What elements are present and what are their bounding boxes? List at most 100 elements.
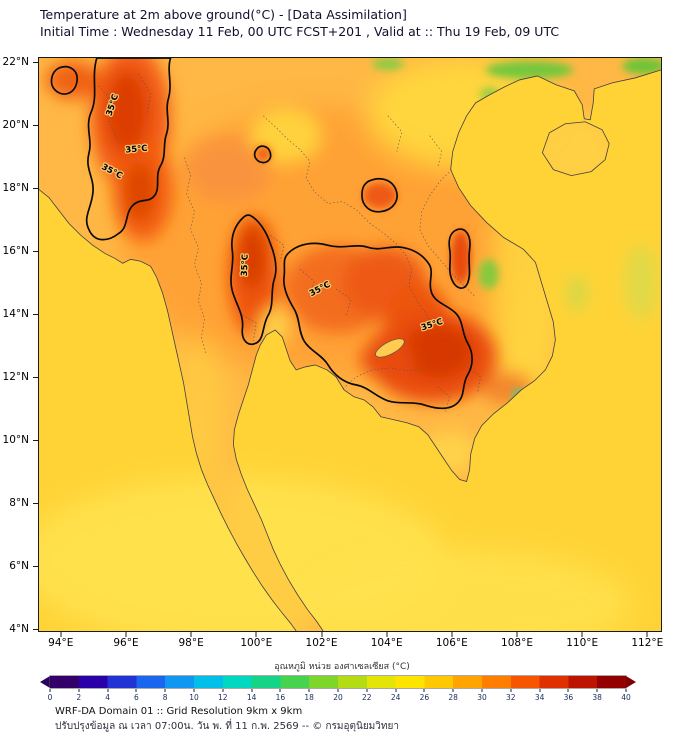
y-tick-mark bbox=[33, 61, 38, 63]
y-tick-mark bbox=[33, 565, 38, 567]
colorbar-tick-mark bbox=[164, 689, 166, 692]
colorbar-tick-label: 28 bbox=[448, 693, 458, 702]
x-tick-mark bbox=[255, 632, 257, 637]
colorbar-arrow-left bbox=[40, 676, 50, 688]
y-axis: 22°N 20°N 18°N 16°N 14°N 12°N 10°N 8°N 6°N 4°N bbox=[0, 55, 38, 635]
colorbar-tick-label: 30 bbox=[477, 693, 487, 702]
contour-label-35c: 35°C bbox=[239, 254, 250, 277]
coastlines bbox=[39, 69, 661, 631]
colorbar-tick-label: 38 bbox=[592, 693, 602, 702]
map-frame: 35°C 35°C 35°C 35°C 35°C 35°C bbox=[38, 57, 662, 632]
x-tick-label: 100°E bbox=[240, 637, 273, 649]
footer: WRF-DA Domain 01 :: Grid Resolution 9km … bbox=[55, 704, 399, 734]
page-subtitle: Initial Time : Wednesday 11 Feb, 00 UTC … bbox=[40, 24, 560, 39]
y-tick-label: 4°N bbox=[9, 622, 29, 635]
colorbar-tick-label: 16 bbox=[275, 693, 286, 702]
colorbar-tick-label: 20 bbox=[333, 693, 343, 702]
x-tick-label: 108°E bbox=[501, 637, 533, 649]
y-tick-label: 8°N bbox=[9, 496, 29, 509]
y-tick-label: 18°N bbox=[2, 181, 29, 194]
x-tick-label: 98°E bbox=[178, 637, 204, 649]
x-tick-mark bbox=[321, 632, 322, 637]
colorbar-tick-mark bbox=[596, 689, 598, 692]
colorbar-tick-mark bbox=[481, 689, 483, 692]
colorbar-tick-mark bbox=[251, 689, 253, 692]
colorbar-tick-label: 10 bbox=[189, 693, 199, 702]
footer-update-info: ปรับปรุงข้อมูล ณ เวลา 07:00น. วัน พ. ที่… bbox=[55, 721, 399, 732]
header: Temperature at 2m above ground(°C) - [Da… bbox=[40, 6, 559, 40]
colorbar-tick-label: 22 bbox=[362, 693, 372, 702]
colorbar-tick-label: 2 bbox=[76, 693, 82, 702]
colorbar-arrow-right bbox=[626, 676, 636, 688]
x-tick-mark bbox=[190, 632, 192, 637]
colorbar-tick-mark bbox=[567, 689, 569, 692]
colorbar-tick-label: 40 bbox=[621, 693, 631, 702]
colorbar-tick-mark bbox=[308, 689, 310, 692]
tonle-sap-lake bbox=[375, 338, 405, 358]
y-tick-mark bbox=[33, 439, 38, 441]
colorbar-label: อุณหภูมิ หน่วย องศาเซลเซียส (°C) bbox=[274, 662, 410, 672]
x-tick-label: 112°E bbox=[631, 637, 664, 649]
colorbar-tick-mark bbox=[193, 689, 195, 692]
y-tick-label: 6°N bbox=[9, 559, 29, 572]
colorbar-tick-mark bbox=[135, 689, 137, 692]
y-tick-label: 16°N bbox=[2, 244, 29, 257]
colorbar-gradient bbox=[50, 676, 626, 688]
colorbar-tick-mark bbox=[78, 689, 80, 692]
colorbar-tick-label: 0 bbox=[47, 693, 53, 702]
colorbar-tick-label: 18 bbox=[304, 693, 314, 702]
y-tick-label: 12°N bbox=[2, 370, 29, 383]
colorbar-tick-mark bbox=[107, 689, 109, 692]
colorbar-tick-mark bbox=[452, 689, 454, 692]
colorbar-tick-mark bbox=[510, 689, 512, 692]
colorbar-tick-mark bbox=[539, 689, 541, 692]
y-tick-mark bbox=[33, 502, 38, 504]
y-tick-mark bbox=[33, 124, 38, 126]
hainan-island-outline bbox=[541, 121, 610, 177]
colorbar-tick-label: 32 bbox=[506, 693, 516, 702]
colorbar-tick-label: 24 bbox=[390, 693, 401, 702]
colorbar-tick-mark bbox=[366, 689, 368, 692]
y-tick-mark bbox=[33, 250, 38, 252]
x-tick-mark bbox=[386, 632, 388, 637]
colorbar-tick-label: 36 bbox=[563, 693, 574, 702]
x-tick-label: 96°E bbox=[113, 637, 139, 649]
colorbar-tick-mark bbox=[222, 689, 224, 692]
contour-label-35c: 35°C bbox=[125, 143, 148, 155]
colorbar-tick-mark bbox=[625, 689, 627, 692]
colorbar-tick-mark bbox=[395, 689, 397, 692]
colorbar-tick-label: 8 bbox=[162, 693, 168, 702]
y-tick-label: 20°N bbox=[2, 118, 29, 131]
colorbar-tick-mark bbox=[337, 689, 339, 692]
y-tick-label: 10°N bbox=[2, 433, 29, 446]
x-tick-mark bbox=[516, 632, 518, 637]
x-tick-mark bbox=[581, 632, 583, 637]
y-tick-label: 22°N bbox=[2, 55, 29, 68]
colorbar-tick-label: 12 bbox=[218, 693, 228, 702]
y-tick-mark bbox=[33, 313, 38, 315]
colorbar-tick-mark bbox=[49, 689, 51, 692]
y-tick-mark bbox=[33, 628, 38, 630]
colorbar-tick-label: 34 bbox=[534, 693, 545, 702]
y-tick-label: 14°N bbox=[2, 307, 29, 320]
x-tick-label: 94°E bbox=[48, 637, 74, 649]
x-tick-mark bbox=[451, 632, 453, 637]
colorbar: 0 2 4 6 8 10 12 14 16 18 20 22 24 26 28 30 32 34 36 38 40 bbox=[40, 676, 636, 710]
x-tick-label: 110°E bbox=[566, 637, 599, 649]
x-tick-label: 106°E bbox=[435, 637, 468, 649]
colorbar-tick-label: 6 bbox=[134, 693, 139, 702]
x-tick-mark bbox=[646, 632, 648, 637]
temperature-map: 35°C 35°C 35°C 35°C 35°C 35°C bbox=[39, 58, 661, 631]
colorbar-tick-label: 4 bbox=[105, 693, 110, 702]
x-tick-mark bbox=[60, 632, 62, 637]
x-tick-mark bbox=[125, 632, 127, 637]
colorbar-tick-label: 14 bbox=[246, 693, 257, 702]
page-title: Temperature at 2m above ground(°C) - [Da… bbox=[40, 7, 407, 22]
footer-domain-info: WRF-DA Domain 01 :: Grid Resolution 9km … bbox=[55, 706, 303, 717]
colorbar-ticks: 0 2 4 6 8 10 12 14 16 18 20 22 24 26 28 30 32 34 36 38 40 bbox=[47, 688, 631, 708]
colorbar-tick-mark bbox=[423, 689, 425, 692]
y-tick-mark bbox=[33, 376, 38, 378]
x-tick-label: 102°E bbox=[305, 637, 338, 649]
x-tick-label: 104°E bbox=[370, 637, 403, 649]
